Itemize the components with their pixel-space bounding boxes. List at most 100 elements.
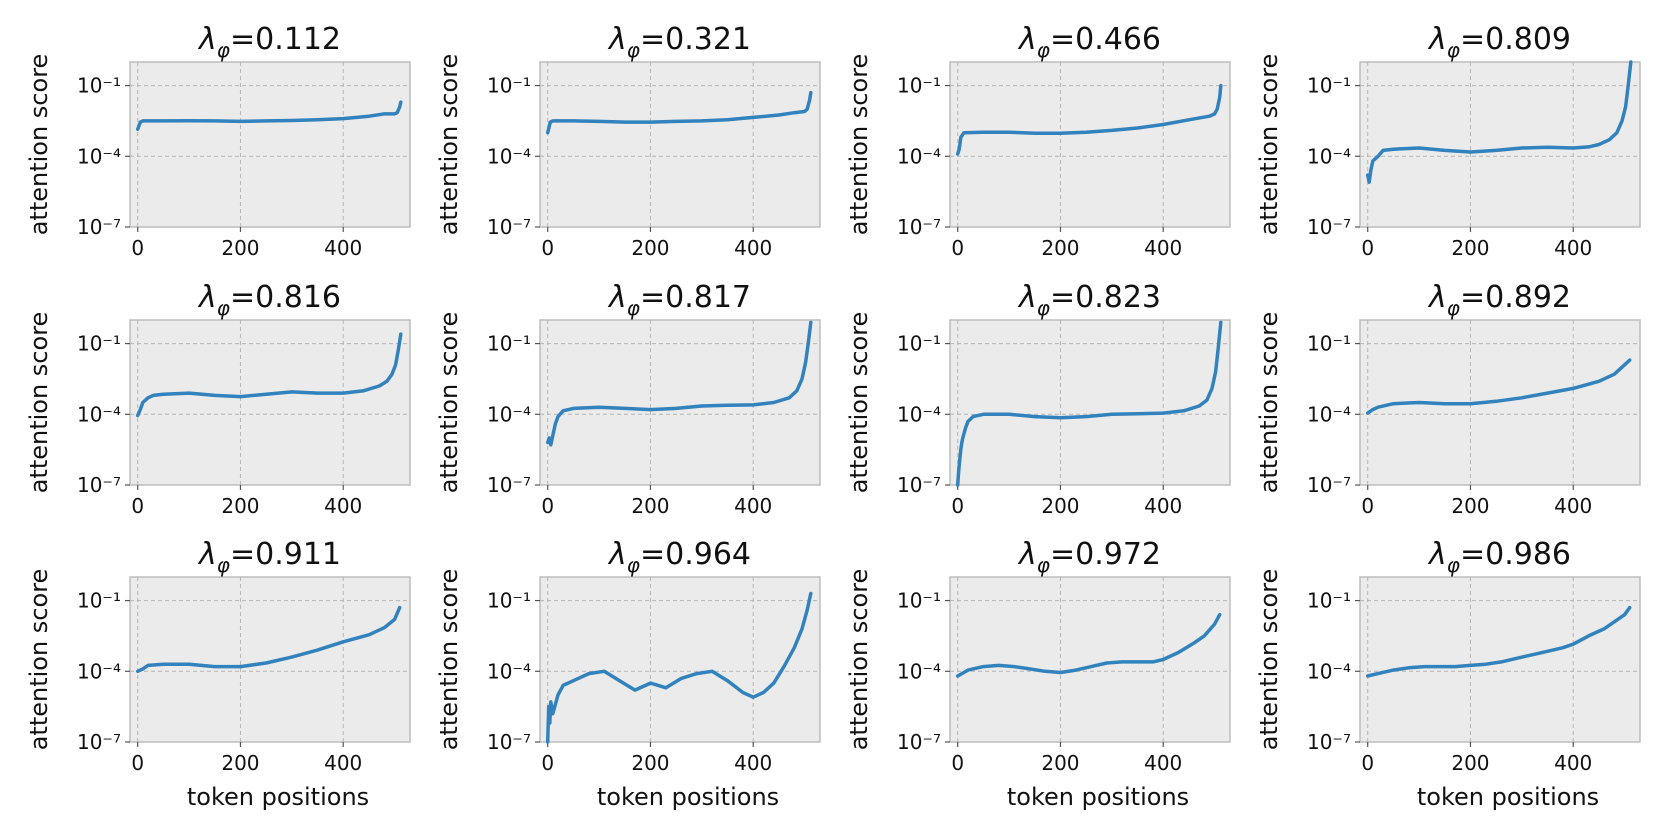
plot-area (949, 576, 1231, 743)
attention-curve (135, 332, 403, 418)
x-tick-label: 400 (1554, 751, 1592, 775)
x-tick-label: 400 (1144, 751, 1182, 775)
x-tick-label: 200 (631, 494, 669, 518)
x-axis-label: token positions (1417, 783, 1599, 811)
attention-curve (955, 320, 1223, 487)
y-tick-label: 10⁻⁷ (487, 473, 531, 497)
subplot-11: 10⁻¹ 10⁻⁴ 10⁻⁷ 0 200 400 λφ=0.972 attention sco… (845, 537, 1231, 811)
y-tick-label: 10⁻¹ (77, 332, 121, 356)
x-tick-label: 400 (324, 751, 362, 775)
x-tick-label: 200 (631, 236, 669, 260)
y-tick-label: 10⁻⁷ (487, 215, 531, 239)
plot-area (1359, 576, 1641, 743)
attention-curve (135, 605, 402, 674)
x-tick-label: 400 (1144, 494, 1182, 518)
subplot-8: 10⁻¹ 10⁻⁴ 10⁻⁷ 0 200 400 λφ=0.892 attention sco… (1255, 280, 1641, 518)
x-tick-label: 0 (1361, 494, 1374, 518)
y-tick-label: 10⁻⁷ (487, 730, 531, 754)
y-tick-label: 10⁻¹ (487, 589, 531, 613)
x-tick-label: 400 (324, 236, 362, 260)
x-tick-label: 200 (1451, 236, 1489, 260)
y-axis-label: attention score (435, 569, 463, 751)
plot-area (539, 576, 821, 743)
y-tick-label: 10⁻⁴ (1307, 402, 1351, 426)
y-tick-label: 10⁻⁷ (77, 730, 121, 754)
x-tick-label: 0 (1361, 751, 1374, 775)
x-tick-label: 400 (1554, 494, 1592, 518)
attention-curve (545, 591, 813, 744)
y-tick-label: 10⁻⁷ (77, 215, 121, 239)
y-tick-label: 10⁻¹ (77, 74, 121, 98)
plot-area (539, 61, 821, 228)
plot-area (949, 319, 1231, 486)
y-tick-label: 10⁻⁴ (77, 659, 121, 683)
plot-area (129, 576, 411, 743)
x-tick-label: 0 (1361, 236, 1374, 260)
subplot-5: 10⁻¹ 10⁻⁴ 10⁻⁷ 0 200 400 λφ=0.816 attention sco… (25, 280, 411, 518)
y-tick-label: 10⁻⁷ (897, 730, 941, 754)
x-tick-label: 0 (131, 494, 144, 518)
subplot-6: 10⁻¹ 10⁻⁴ 10⁻⁷ 0 200 400 λφ=0.817 attention sco… (435, 280, 821, 518)
attention-curve (545, 320, 813, 447)
x-tick-label: 0 (951, 494, 964, 518)
subplot-title: λφ=0.321 (607, 22, 751, 62)
y-tick-label: 10⁻⁷ (1307, 730, 1351, 754)
x-tick-label: 200 (221, 494, 259, 518)
subplot-title: λφ=0.986 (1427, 537, 1571, 577)
y-tick-label: 10⁻⁷ (1307, 215, 1351, 239)
y-tick-label: 10⁻⁴ (897, 659, 941, 683)
subplot-title: λφ=0.892 (1427, 280, 1571, 320)
x-tick-label: 0 (541, 236, 554, 260)
x-tick-label: 200 (1041, 494, 1079, 518)
x-tick-label: 400 (1554, 236, 1592, 260)
y-tick-label: 10⁻⁷ (77, 473, 121, 497)
y-axis-label: attention score (435, 312, 463, 494)
y-tick-label: 10⁻⁴ (1307, 659, 1351, 683)
x-tick-label: 200 (1041, 236, 1079, 260)
subplot-title: λφ=0.817 (607, 280, 751, 320)
y-tick-label: 10⁻⁴ (77, 144, 121, 168)
y-tick-label: 10⁻⁴ (897, 402, 941, 426)
x-tick-label: 200 (221, 236, 259, 260)
x-tick-label: 0 (951, 236, 964, 260)
x-tick-label: 200 (631, 751, 669, 775)
subplot-1: 10⁻¹ 10⁻⁴ 10⁻⁷ 0 200 400 λφ=0.112 attention sco… (25, 22, 411, 260)
y-tick-label: 10⁻⁴ (77, 402, 121, 426)
plot-area (129, 319, 411, 486)
subplot-title: λφ=0.816 (197, 280, 341, 320)
y-tick-label: 10⁻¹ (1307, 74, 1351, 98)
subplot-3: 10⁻¹ 10⁻⁴ 10⁻⁷ 0 200 400 λφ=0.466 attention sco… (845, 22, 1231, 260)
subplot-title: λφ=0.809 (1427, 22, 1571, 62)
plot-area (129, 61, 411, 228)
y-tick-label: 10⁻¹ (897, 332, 941, 356)
subplot-title: λφ=0.112 (197, 22, 341, 62)
y-axis-label: attention score (1255, 569, 1283, 751)
x-tick-label: 400 (734, 494, 772, 518)
x-tick-label: 200 (1451, 494, 1489, 518)
subplot-7: 10⁻¹ 10⁻⁴ 10⁻⁷ 0 200 400 λφ=0.823 attention sco… (845, 280, 1231, 518)
x-tick-label: 200 (1041, 751, 1079, 775)
x-tick-label: 0 (131, 751, 144, 775)
y-axis-label: attention score (845, 54, 873, 236)
x-tick-label: 400 (1144, 236, 1182, 260)
y-tick-label: 10⁻⁷ (1307, 473, 1351, 497)
y-tick-label: 10⁻¹ (897, 589, 941, 613)
y-axis-label: attention score (25, 54, 53, 236)
x-axis-label: token positions (597, 783, 779, 811)
y-axis-label: attention score (1255, 312, 1283, 494)
y-axis-label: attention score (845, 569, 873, 751)
x-tick-label: 200 (1451, 751, 1489, 775)
x-tick-label: 400 (734, 236, 772, 260)
y-axis-label: attention score (1255, 54, 1283, 236)
y-tick-label: 10⁻⁴ (1307, 144, 1351, 168)
y-tick-label: 10⁻¹ (487, 332, 531, 356)
x-axis-label: token positions (187, 783, 369, 811)
y-tick-label: 10⁻⁷ (897, 215, 941, 239)
y-axis-label: attention score (25, 569, 53, 751)
plot-area (949, 61, 1231, 228)
x-tick-label: 0 (131, 236, 144, 260)
attention-curve (1365, 358, 1632, 415)
attention-curve (135, 100, 403, 131)
x-tick-label: 0 (541, 751, 554, 775)
